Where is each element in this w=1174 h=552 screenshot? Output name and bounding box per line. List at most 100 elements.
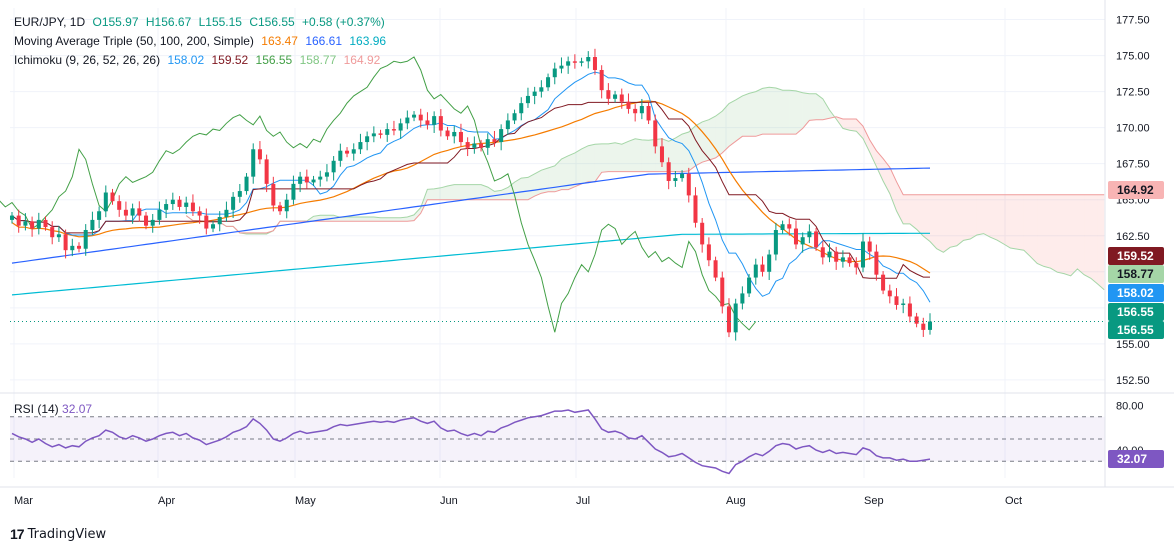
candle-body <box>251 149 256 177</box>
cloud-segment <box>601 143 609 173</box>
candle-body <box>385 129 390 135</box>
candle-body <box>30 221 35 229</box>
ma200-value: 163.96 <box>349 34 387 48</box>
cloud-segment <box>936 194 944 253</box>
ma-label[interactable]: Moving Average Triple (50, 100, 200, Sim… <box>14 34 254 48</box>
candle-body <box>894 296 899 305</box>
price-label-text: 159.52 <box>1117 249 1154 263</box>
candle-body <box>834 251 839 262</box>
candle-body <box>539 87 544 92</box>
candle-body <box>204 215 209 229</box>
cloud-segment <box>548 165 555 192</box>
cloud-segment <box>802 92 810 129</box>
candle-body <box>63 234 68 251</box>
span-a-value: 158.77 <box>299 53 337 67</box>
candle-body <box>546 77 551 88</box>
legend-ichimoku: Ichimoku (9, 26, 52, 26, 26) 158.02 159.… <box>14 52 384 68</box>
candle-body <box>840 257 845 262</box>
cloud-segment <box>594 143 602 182</box>
candle-body <box>452 131 457 137</box>
rsi-label[interactable]: RSI (14) <box>14 402 59 416</box>
cloud-segment <box>581 145 589 184</box>
tradingview-logo[interactable]: 17 TradingView <box>10 526 106 542</box>
cloud-segment <box>675 134 683 172</box>
cloud-segment <box>467 184 475 200</box>
cloud-segment <box>628 138 636 172</box>
cloud-segment <box>521 177 528 200</box>
cloud-segment <box>414 207 421 221</box>
candle-body <box>505 120 510 130</box>
candle-body <box>706 244 711 261</box>
candle-body <box>472 143 477 148</box>
symbol-label[interactable]: EUR/JPY, 1D <box>14 15 86 29</box>
candle-body <box>874 251 879 275</box>
rsi-line <box>11 409 931 475</box>
cloud-segment <box>554 158 562 192</box>
cloud-segment <box>856 118 863 139</box>
candle-body <box>130 208 135 216</box>
cloud-segment <box>990 194 998 241</box>
candle-body <box>9 215 15 220</box>
candle-body <box>164 204 169 210</box>
cloud-segment <box>460 184 468 200</box>
candle-body <box>345 150 350 154</box>
candle-body <box>398 123 403 131</box>
candle-body <box>50 227 55 238</box>
x-tick-label: Mar <box>14 495 33 507</box>
low-value: L155.15 <box>198 15 242 29</box>
cloud-segment <box>1050 194 1058 273</box>
candle-body <box>592 57 597 70</box>
candle-body <box>479 143 484 148</box>
cloud-segment <box>909 194 917 230</box>
candle-body <box>123 209 128 216</box>
chikou-value: 156.55 <box>255 53 293 67</box>
rsi-tick-label: 80.00 <box>1116 401 1144 413</box>
ichimoku-label[interactable]: Ichimoku (9, 26, 52, 26, 26) <box>14 53 161 67</box>
candle-body <box>244 176 249 192</box>
candle-body <box>358 142 363 150</box>
candle-body <box>264 159 269 184</box>
cloud-segment <box>380 217 388 222</box>
candle-body <box>351 149 356 154</box>
candle-body <box>733 303 738 333</box>
cloud-segment <box>561 155 569 190</box>
cloud-segment <box>648 139 656 172</box>
candle-body <box>747 277 752 294</box>
candle-body <box>445 130 450 137</box>
x-tick-label: Jul <box>576 495 590 507</box>
candle-body <box>867 241 872 252</box>
cloud-segment <box>347 217 354 222</box>
legend-ma: Moving Average Triple (50, 100, 200, Sim… <box>14 33 390 49</box>
candle-body <box>257 149 262 160</box>
price-label-box <box>1108 321 1164 339</box>
candle-body <box>773 229 778 255</box>
cloud-segment <box>501 187 508 200</box>
cloud-segment <box>420 189 428 214</box>
candle-body <box>117 201 122 210</box>
candle-body <box>76 245 82 249</box>
cloud-segment <box>728 99 736 147</box>
cloud-segment <box>1064 194 1071 276</box>
cloud-segment <box>755 88 763 137</box>
cloud-segment <box>997 194 1004 245</box>
cloud-segment <box>789 90 796 135</box>
cloud-segment <box>916 194 924 237</box>
x-tick-label: Sep <box>864 495 884 507</box>
candle-body <box>177 199 182 207</box>
cloud-segment <box>474 184 482 200</box>
rsi-label-box <box>1108 449 1164 468</box>
cloud-segment <box>722 103 729 153</box>
candle-body <box>512 113 517 121</box>
cloud-segment <box>1043 194 1051 269</box>
candle-body <box>499 129 504 143</box>
price-label-text: 164.92 <box>1117 183 1154 197</box>
candle-body <box>881 274 886 291</box>
candle-body <box>56 234 61 238</box>
price-label-text: 158.02 <box>1117 286 1154 300</box>
cloud-segment <box>1017 194 1024 251</box>
candle-body <box>432 116 437 125</box>
cloud-segment <box>400 217 408 222</box>
candle-body <box>800 237 805 245</box>
cloud-segment <box>568 152 575 190</box>
